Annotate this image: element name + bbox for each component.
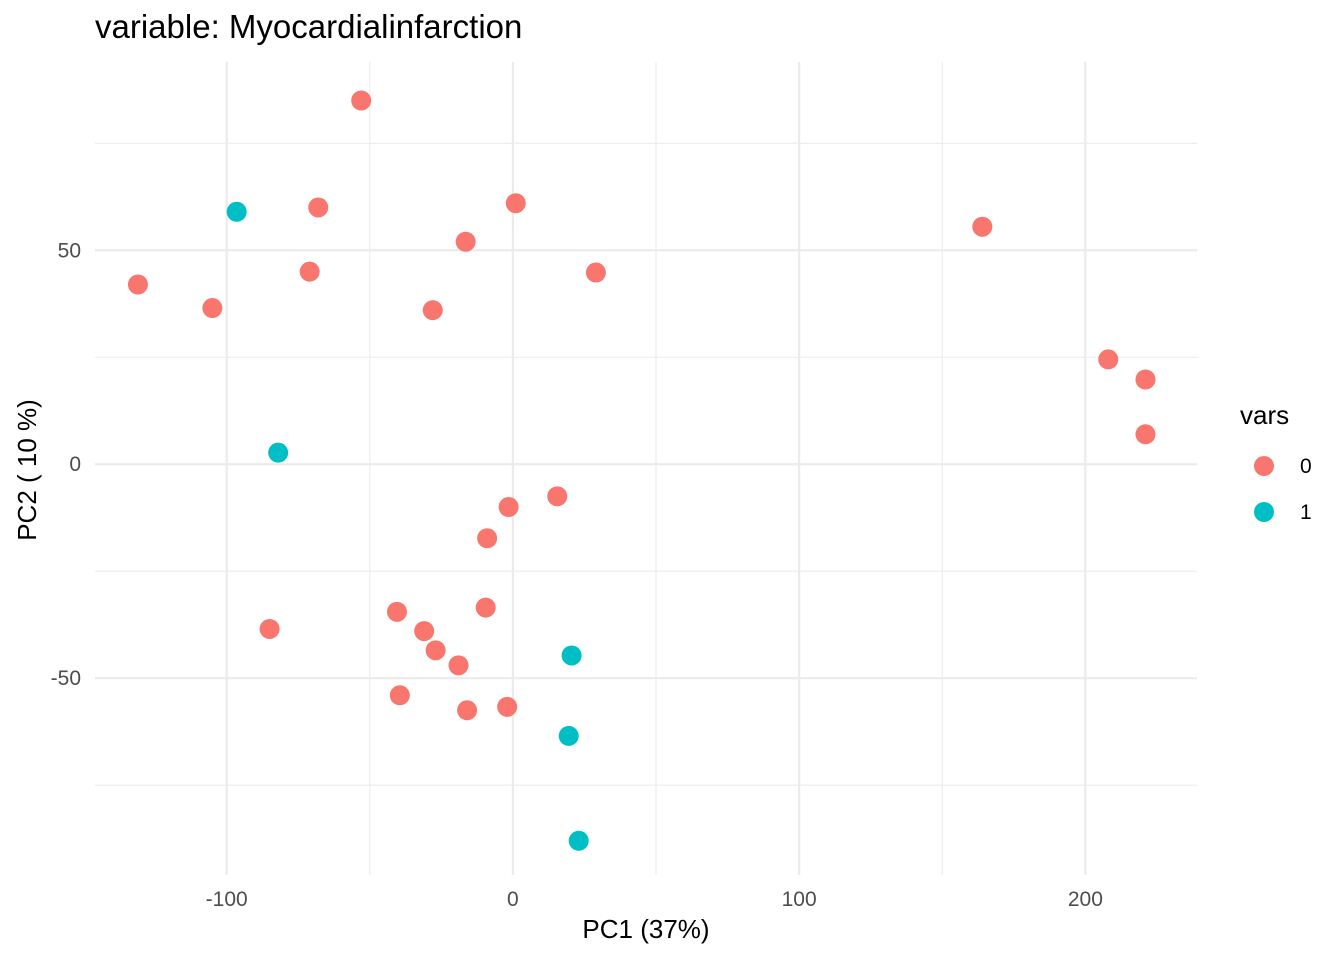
tick-labels: -100 0 100 200 -50 0 50 [51, 239, 1103, 911]
x-axis-title: PC1 (37%) [582, 914, 709, 944]
plot-title: variable: Myocardialinfarction [95, 8, 522, 45]
major-gridlines [95, 62, 1197, 875]
data-point-vars-0 [477, 528, 498, 549]
data-point-vars-0 [422, 300, 443, 321]
data-point-vars-0 [127, 274, 148, 295]
data-point-vars-1 [268, 442, 289, 463]
data-point-vars-0 [547, 486, 568, 507]
data-point-vars-0 [414, 621, 435, 642]
data-point-vars-1 [226, 201, 247, 222]
data-point-vars-0 [497, 696, 518, 717]
x-tick-label: 100 [782, 888, 817, 911]
data-point-vars-0 [202, 298, 223, 319]
data-point-vars-0 [498, 497, 519, 518]
data-point-vars-0 [1135, 424, 1156, 445]
legend: vars 0 1 [1240, 400, 1312, 524]
y-tick-label: 0 [69, 453, 81, 476]
data-points [127, 90, 1156, 851]
data-point-vars-0 [1098, 349, 1119, 370]
data-point-vars-0 [457, 700, 478, 721]
y-tick-label: 50 [58, 239, 81, 262]
data-point-vars-1 [561, 645, 582, 666]
data-point-vars-1 [558, 725, 579, 746]
minor-gridlines [95, 62, 1197, 875]
data-point-vars-0 [972, 216, 993, 237]
x-tick-label: -100 [206, 888, 248, 911]
legend-key-1 [1254, 502, 1274, 522]
data-point-vars-1 [568, 830, 589, 851]
data-point-vars-0 [455, 231, 476, 252]
data-point-vars-0 [448, 655, 469, 676]
data-point-vars-0 [585, 262, 606, 283]
y-axis-title: PC2 ( 10 %) [12, 399, 42, 541]
legend-title: vars [1240, 400, 1289, 430]
data-point-vars-0 [425, 640, 446, 661]
data-point-vars-0 [259, 618, 280, 639]
x-tick-label: 0 [507, 888, 519, 911]
legend-key-0 [1254, 456, 1274, 476]
data-point-vars-0 [1135, 369, 1156, 390]
data-point-vars-0 [299, 261, 320, 282]
data-point-vars-0 [308, 197, 329, 218]
legend-label-1: 1 [1300, 501, 1312, 524]
legend-label-0: 0 [1300, 455, 1312, 478]
data-point-vars-0 [389, 685, 410, 706]
data-point-vars-0 [351, 90, 372, 111]
data-point-vars-0 [475, 597, 496, 618]
x-tick-label: 200 [1068, 888, 1103, 911]
data-point-vars-0 [505, 193, 526, 214]
y-tick-label: -50 [51, 667, 81, 690]
data-point-vars-0 [386, 601, 407, 622]
